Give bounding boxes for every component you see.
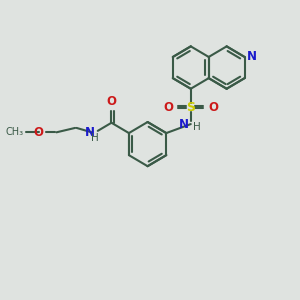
Text: CH₃: CH₃	[5, 127, 24, 137]
Text: N: N	[85, 126, 95, 139]
Text: S: S	[186, 101, 195, 114]
Text: O: O	[164, 101, 173, 114]
Text: O: O	[208, 101, 218, 114]
Text: O: O	[106, 95, 116, 108]
Text: O: O	[33, 126, 43, 139]
Text: H: H	[193, 122, 201, 132]
Text: H: H	[91, 133, 99, 143]
Text: N: N	[179, 118, 189, 130]
Text: N: N	[247, 50, 257, 64]
